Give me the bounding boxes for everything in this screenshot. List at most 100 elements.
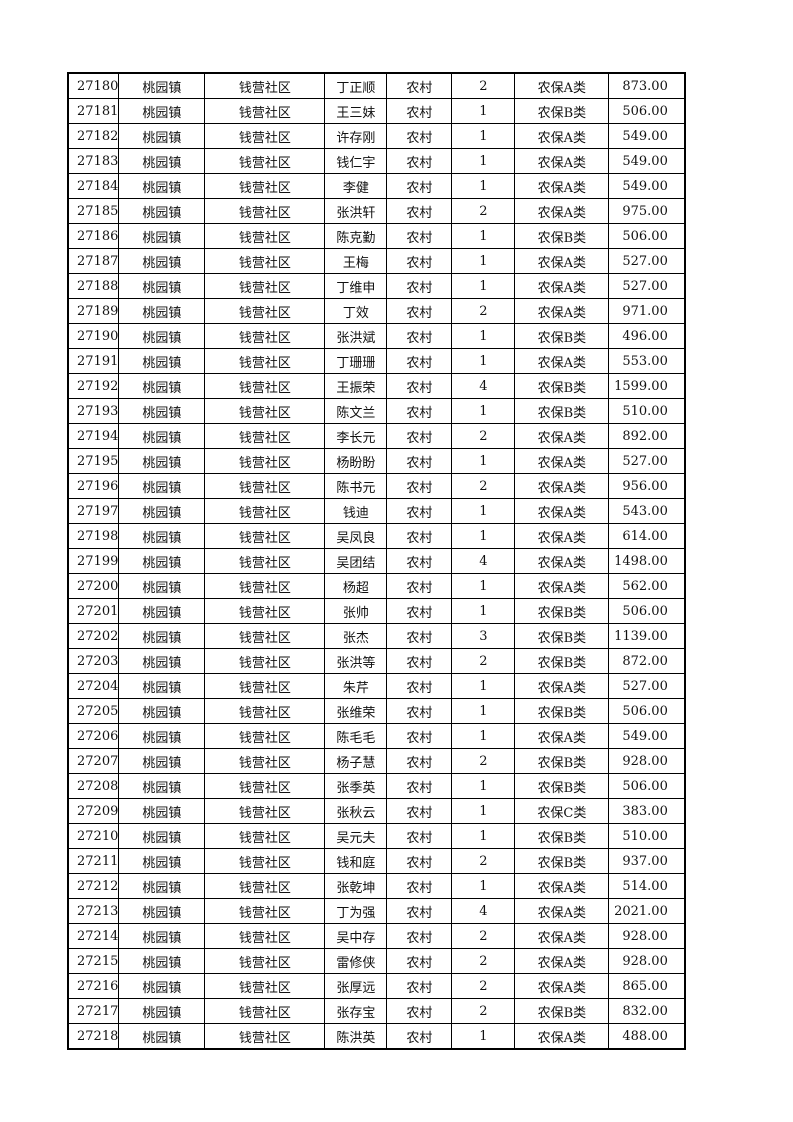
record-id-cell: 27194 (67, 423, 120, 449)
insurance-category-cell: 农保B类 (514, 623, 610, 649)
record-id-cell: 27214 (67, 923, 120, 949)
record-id-cell: 27183 (67, 148, 120, 174)
area-type-cell: 农村 (386, 723, 453, 749)
person-name-cell: 张维荣 (324, 698, 388, 724)
person-name-cell: 张杰 (324, 623, 388, 649)
person-name-cell: 王梅 (324, 248, 388, 274)
records-table: 27180 桃园镇 钱营社区 丁正顺 农村 2 农保A类 873.00 27181 桃园镇 钱营社区… (67, 72, 686, 1050)
community-cell: 钱营社区 (204, 898, 326, 924)
community-cell: 钱营社区 (204, 523, 326, 549)
area-type-cell: 农村 (386, 573, 453, 599)
insurance-category-cell: 农保B类 (514, 648, 610, 674)
person-name-cell: 吴团结 (324, 548, 388, 574)
table-row: 27210 桃园镇 钱营社区 吴元夫 农村 1 农保B类 510.00 (67, 823, 686, 849)
record-id-cell: 27198 (67, 523, 120, 549)
record-id-cell: 27188 (67, 273, 120, 299)
person-name-cell: 张洪等 (324, 648, 388, 674)
amount-cell: 928.00 (608, 748, 686, 774)
record-id-cell: 27202 (67, 623, 120, 649)
town-cell: 桃园镇 (118, 973, 206, 999)
insurance-category-cell: 农保A类 (514, 248, 610, 274)
table-row: 27191 桃园镇 钱营社区 丁珊珊 农村 1 农保A类 553.00 (67, 348, 686, 374)
person-name-cell: 陈毛毛 (324, 723, 388, 749)
town-cell: 桃园镇 (118, 523, 206, 549)
insurance-category-cell: 农保A类 (514, 923, 610, 949)
community-cell: 钱营社区 (204, 173, 326, 199)
person-name-cell: 钱仁宇 (324, 148, 388, 174)
table-row: 27200 桃园镇 钱营社区 杨超 农村 1 农保A类 562.00 (67, 573, 686, 599)
record-id-cell: 27195 (67, 448, 120, 474)
amount-cell: 496.00 (608, 323, 686, 349)
community-cell: 钱营社区 (204, 548, 326, 574)
area-type-cell: 农村 (386, 273, 453, 299)
amount-cell: 527.00 (608, 673, 686, 699)
insurance-category-cell: 农保A类 (514, 423, 610, 449)
town-cell: 桃园镇 (118, 823, 206, 849)
person-name-cell: 张季英 (324, 773, 388, 799)
community-cell: 钱营社区 (204, 598, 326, 624)
area-type-cell: 农村 (386, 248, 453, 274)
town-cell: 桃园镇 (118, 398, 206, 424)
area-type-cell: 农村 (386, 323, 453, 349)
table-row: 27218 桃园镇 钱营社区 陈洪英 农村 1 农保A类 488.00 (67, 1023, 686, 1050)
household-count-cell: 1 (451, 148, 516, 174)
town-cell: 桃园镇 (118, 948, 206, 974)
person-name-cell: 张秋云 (324, 798, 388, 824)
insurance-category-cell: 农保B类 (514, 698, 610, 724)
amount-cell: 506.00 (608, 698, 686, 724)
amount-cell: 873.00 (608, 72, 686, 99)
household-count-cell: 1 (451, 398, 516, 424)
table-row: 27205 桃园镇 钱营社区 张维荣 农村 1 农保B类 506.00 (67, 698, 686, 724)
household-count-cell: 2 (451, 973, 516, 999)
table-row: 27180 桃园镇 钱营社区 丁正顺 农村 2 农保A类 873.00 (67, 72, 686, 99)
amount-cell: 1139.00 (608, 623, 686, 649)
person-name-cell: 丁维申 (324, 273, 388, 299)
area-type-cell: 农村 (386, 223, 453, 249)
person-name-cell: 杨盼盼 (324, 448, 388, 474)
person-name-cell: 雷修侠 (324, 948, 388, 974)
community-cell: 钱营社区 (204, 473, 326, 499)
town-cell: 桃园镇 (118, 623, 206, 649)
town-cell: 桃园镇 (118, 848, 206, 874)
table-row: 27185 桃园镇 钱营社区 张洪轩 农村 2 农保A类 975.00 (67, 198, 686, 224)
record-id-cell: 27200 (67, 573, 120, 599)
record-id-cell: 27210 (67, 823, 120, 849)
household-count-cell: 2 (451, 473, 516, 499)
community-cell: 钱营社区 (204, 98, 326, 124)
table-row: 27197 桃园镇 钱营社区 钱迪 农村 1 农保A类 543.00 (67, 498, 686, 524)
person-name-cell: 吴中存 (324, 923, 388, 949)
area-type-cell: 农村 (386, 973, 453, 999)
record-id-cell: 27189 (67, 298, 120, 324)
insurance-category-cell: 农保A类 (514, 873, 610, 899)
household-count-cell: 2 (451, 998, 516, 1024)
area-type-cell: 农村 (386, 623, 453, 649)
community-cell: 钱营社区 (204, 698, 326, 724)
table-row: 27190 桃园镇 钱营社区 张洪斌 农村 1 农保B类 496.00 (67, 323, 686, 349)
record-id-cell: 27209 (67, 798, 120, 824)
town-cell: 桃园镇 (118, 498, 206, 524)
household-count-cell: 2 (451, 848, 516, 874)
area-type-cell: 农村 (386, 823, 453, 849)
town-cell: 桃园镇 (118, 123, 206, 149)
record-id-cell: 27213 (67, 898, 120, 924)
insurance-category-cell: 农保A类 (514, 523, 610, 549)
amount-cell: 506.00 (608, 98, 686, 124)
record-id-cell: 27217 (67, 998, 120, 1024)
amount-cell: 549.00 (608, 123, 686, 149)
person-name-cell: 陈克勤 (324, 223, 388, 249)
town-cell: 桃园镇 (118, 72, 206, 99)
area-type-cell: 农村 (386, 148, 453, 174)
table-row: 27209 桃园镇 钱营社区 张秋云 农村 1 农保C类 383.00 (67, 798, 686, 824)
area-type-cell: 农村 (386, 898, 453, 924)
town-cell: 桃园镇 (118, 598, 206, 624)
town-cell: 桃园镇 (118, 548, 206, 574)
table-row: 27198 桃园镇 钱营社区 吴凤良 农村 1 农保A类 614.00 (67, 523, 686, 549)
amount-cell: 1498.00 (608, 548, 686, 574)
town-cell: 桃园镇 (118, 348, 206, 374)
household-count-cell: 1 (451, 123, 516, 149)
person-name-cell: 张洪轩 (324, 198, 388, 224)
area-type-cell: 农村 (386, 848, 453, 874)
community-cell: 钱营社区 (204, 948, 326, 974)
amount-cell: 553.00 (608, 348, 686, 374)
amount-cell: 514.00 (608, 873, 686, 899)
